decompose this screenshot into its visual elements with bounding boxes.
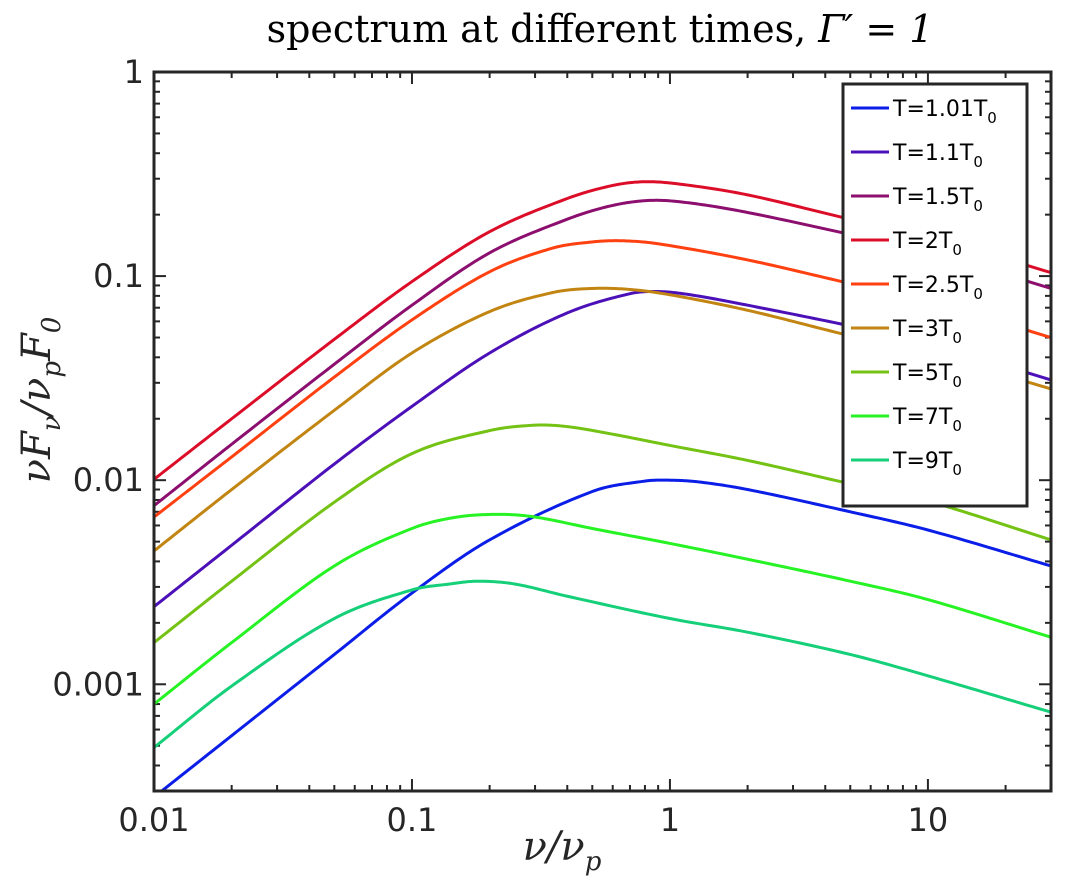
series-line [159,478,1051,791]
tick-labels: 0.01 0.1 1 10 0.001 0.01 0.1 1 [52,53,948,839]
legend-entry: T=1.1T0 [892,141,983,171]
legend-entry: T=1.5T0 [892,185,983,215]
x-tick-label: 1 [660,801,680,839]
legend-box [841,82,1029,508]
legend-entry: T=1.01T0 [892,97,997,127]
y-tick-label: 0.01 [73,461,144,499]
legend-entry: T=3T0 [892,317,962,347]
x-tick-label: 0.01 [118,801,189,839]
y-tick-label: 0.1 [93,257,144,295]
legend-entry: T=5T0 [892,361,962,391]
y-axis-label: νFν/νpF0 [14,317,67,484]
chart-title: spectrum at different times, Γ′ = 1 [267,7,934,51]
x-axis-label: ν/νp [523,824,602,877]
legend-entry: T=7T0 [892,405,962,435]
legend-entry: T=9T0 [892,449,962,479]
plot-frame [152,70,1053,793]
y-tick-label: 1 [124,53,144,91]
series-line [154,579,1051,749]
legend-entry: T=2.5T0 [892,273,983,303]
series-line [154,512,1051,706]
y-tick-label: 0.001 [52,665,144,703]
x-tick-label: 10 [908,801,949,839]
x-tick-label: 0.1 [387,801,438,839]
legend: T=1.01T0 T=1.1T0 T=1.5T0 T=2T0 T=2.5T0 T=3T0 T… [841,82,1029,508]
legend-entry: T=2T0 [892,229,962,259]
